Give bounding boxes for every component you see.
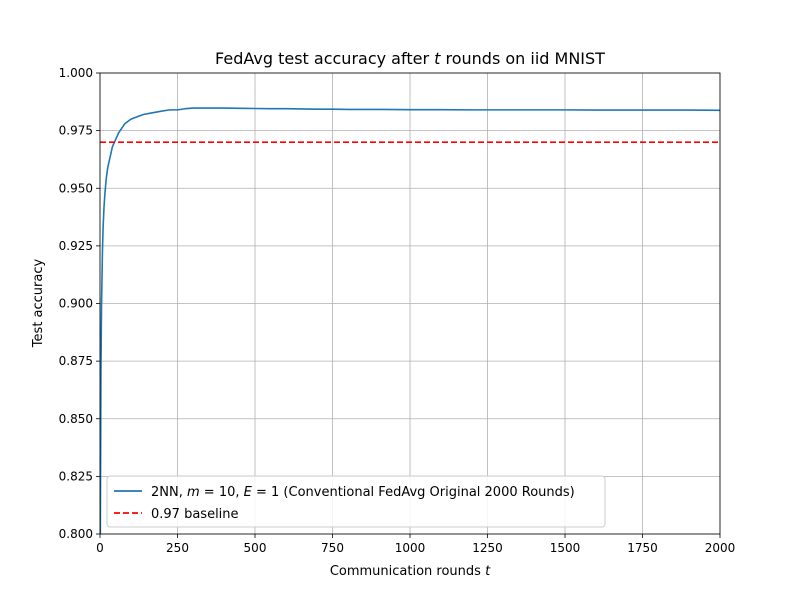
x-tick-label: 1250	[472, 541, 503, 555]
y-tick-label: 0.800	[59, 527, 93, 541]
x-tick-label: 2000	[705, 541, 736, 555]
ticks: 0 250 500 750 1000 1250 1500 1750 2000 0.800 0.825…	[59, 66, 736, 555]
y-tick-label: 0.850	[59, 412, 93, 426]
x-tick-label: 1750	[627, 541, 658, 555]
y-tick-label: 0.900	[59, 297, 93, 311]
chart-title: FedAvg test accuracy after t rounds on i…	[215, 49, 605, 68]
y-tick-label: 0.975	[59, 124, 93, 138]
y-axis-label: Test accuracy	[31, 259, 46, 349]
x-tick-label: 1000	[395, 541, 426, 555]
x-axis-label: Communication rounds t	[330, 564, 491, 579]
y-tick-label: 0.875	[59, 354, 93, 368]
y-tick-label: 0.825	[59, 469, 93, 483]
y-tick-label: 0.950	[59, 181, 93, 195]
legend-box	[106, 475, 606, 528]
x-tick-label: 500	[244, 541, 267, 555]
x-tick-label: 1500	[550, 541, 581, 555]
x-tick-label: 750	[321, 541, 344, 555]
series-line-accuracy	[100, 107, 720, 534]
x-tick-label: 250	[166, 541, 189, 555]
legend: 2NN, m = 10, E = 1 (Conventional FedAvg …	[106, 475, 606, 528]
y-tick-label: 0.925	[59, 239, 93, 253]
legend-label-series-1: 2NN, m = 10, E = 1 (Conventional FedAvg …	[151, 485, 575, 500]
legend-label-baseline: 0.97 baseline	[151, 507, 239, 522]
x-tick-label: 0	[96, 541, 104, 555]
y-tick-label: 1.000	[59, 66, 93, 80]
plot-lines	[100, 107, 720, 534]
